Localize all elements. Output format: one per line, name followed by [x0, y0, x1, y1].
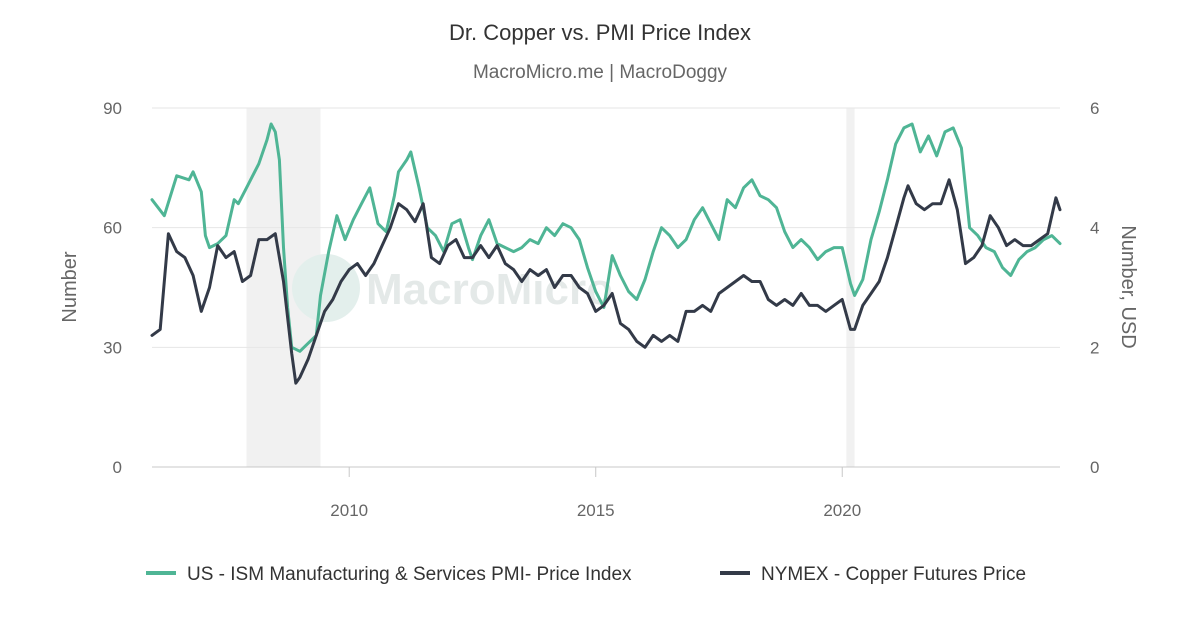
- y-right-tick-0: 0: [1090, 458, 1099, 477]
- legend-label-copper: NYMEX - Copper Futures Price: [761, 564, 1026, 585]
- y-right-tick-6: 6: [1090, 99, 1099, 118]
- y-right-tick-4: 4: [1090, 219, 1099, 238]
- y-left-tick-60: 60: [103, 219, 122, 238]
- y-right-axis: 0 2 4 6: [1090, 99, 1099, 477]
- x-tick-2020: 2020: [823, 501, 861, 520]
- legend-item-copper[interactable]: NYMEX - Copper Futures Price: [720, 564, 1026, 585]
- watermark-text: MacroMicro: [366, 265, 613, 314]
- y-right-axis-title: Number, USD: [1117, 225, 1139, 348]
- chart-title: Dr. Copper vs. PMI Price Index: [449, 20, 751, 45]
- y-left-axis: 0 30 60 90: [103, 99, 122, 477]
- legend-item-pmi[interactable]: US - ISM Manufacturing & Services PMI- P…: [146, 564, 632, 585]
- x-tick-2015: 2015: [577, 501, 615, 520]
- series-line-copper: [150, 178, 1062, 385]
- y-left-tick-0: 0: [113, 458, 122, 477]
- series-line-pmi: [150, 122, 1062, 353]
- watermark-logo-icon: [292, 254, 360, 322]
- watermark: MacroMicro: [292, 254, 613, 322]
- y-left-tick-90: 90: [103, 99, 122, 118]
- x-tick-2010: 2010: [330, 501, 368, 520]
- y-right-tick-2: 2: [1090, 338, 1099, 357]
- y-left-axis-title: Number: [59, 251, 81, 322]
- y-left-tick-30: 30: [103, 338, 122, 357]
- series-layer: [150, 122, 1062, 385]
- legend-label-pmi: US - ISM Manufacturing & Services PMI- P…: [187, 564, 632, 585]
- chart-subtitle: MacroMicro.me | MacroDoggy: [473, 62, 728, 83]
- legend: US - ISM Manufacturing & Services PMI- P…: [146, 564, 1026, 585]
- x-axis: 2010 2015 2020: [330, 467, 861, 520]
